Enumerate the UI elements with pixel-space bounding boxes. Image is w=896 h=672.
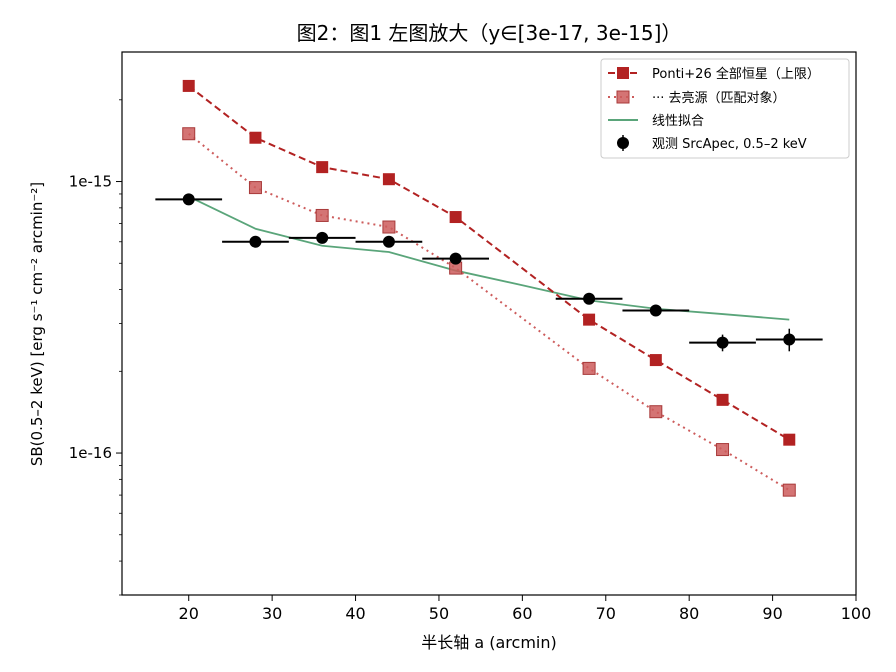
observed-point: [716, 336, 729, 349]
ponti-point: [783, 433, 796, 446]
y-axis-label: SB(0.5–2 keV) [erg s⁻¹ cm⁻² arcmin⁻²]: [28, 182, 46, 466]
bright-removed-point: [315, 208, 329, 222]
y-tick-label: 1e-16: [69, 444, 112, 462]
observed-point: [449, 252, 462, 265]
legend-entry-ponti: Ponti+26 全部恒星（上限）: [608, 66, 820, 82]
legend-label-fit: 线性拟合: [652, 114, 704, 129]
legend-box: [600, 58, 850, 159]
x-tick-label: 80: [679, 604, 699, 623]
observed-point: [583, 292, 596, 305]
bright-removed-point: [649, 405, 663, 419]
bright-removed-point: [582, 361, 596, 375]
legend-circle-marker: [617, 137, 629, 149]
legend-square-marker: [617, 67, 629, 79]
y-axis: 1e-15 1e-16: [69, 99, 122, 596]
x-tick-label: 30: [262, 604, 282, 623]
observed-point: [783, 333, 796, 346]
legend-label-ponti: Ponti+26 全部恒星（上限）: [652, 66, 820, 82]
legend-entry-fit: 线性拟合: [608, 114, 704, 129]
ponti-point: [583, 313, 596, 326]
legend-entry-observed: 观测 SrcApec, 0.5–2 keV: [617, 135, 807, 152]
observed-point: [382, 235, 395, 248]
observed-point: [249, 235, 262, 248]
legend-entry-bright-removed: ··· 去亮源（匹配对象）: [608, 90, 786, 106]
chart-title: 图2：图1 左图放大（y∈[3e-17, 3e-15]）: [297, 21, 682, 45]
x-tick-label: 90: [762, 604, 782, 623]
ponti-point: [182, 79, 195, 92]
legend-label-bright-removed: ··· 去亮源（匹配对象）: [652, 90, 786, 106]
observed-point: [316, 231, 329, 244]
bright-removed-point: [382, 220, 396, 234]
series-layer: [155, 79, 823, 497]
x-axis-label: 半长轴 a (arcmin): [421, 633, 556, 652]
x-tick-label: 60: [512, 604, 532, 623]
legend-square-marker: [616, 90, 630, 104]
x-tick-label: 50: [429, 604, 449, 623]
ponti-point: [449, 211, 462, 224]
x-tick-label: 40: [345, 604, 365, 623]
ponti-point: [249, 131, 262, 144]
ponti-point: [316, 161, 329, 174]
legend: Ponti+26 全部恒星（上限） ··· 去亮源（匹配对象） 线性拟合 观测 …: [600, 58, 850, 159]
bright-removed-point: [782, 483, 796, 497]
observed-point: [649, 304, 662, 317]
ponti-point: [716, 393, 729, 406]
y-tick-label: 1e-15: [69, 173, 112, 191]
ponti-point: [649, 354, 662, 367]
legend-label-observed: 观测 SrcApec, 0.5–2 keV: [652, 137, 807, 152]
bright-removed-point: [248, 181, 262, 195]
x-tick-label: 70: [596, 604, 616, 623]
bright-removed-point: [182, 127, 196, 141]
observed-point: [182, 193, 195, 206]
x-tick-label: 100: [841, 604, 872, 623]
ponti-point: [382, 173, 395, 186]
x-axis: 20 30 40 50 60 70 80 90 100: [179, 595, 872, 623]
bright-removed-line: [188, 132, 790, 492]
bright-removed-point: [716, 443, 730, 457]
x-tick-label: 20: [179, 604, 199, 623]
